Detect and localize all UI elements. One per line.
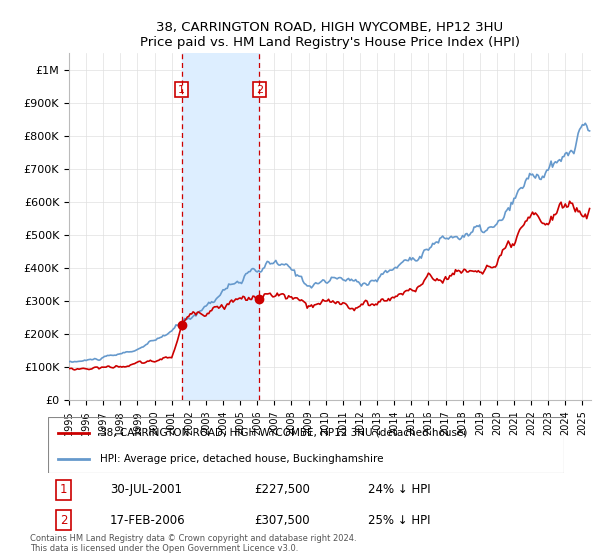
Text: 25% ↓ HPI: 25% ↓ HPI xyxy=(368,514,430,527)
Text: 30-JUL-2001: 30-JUL-2001 xyxy=(110,483,182,496)
Text: 1: 1 xyxy=(178,85,185,95)
Text: 38, CARRINGTON ROAD, HIGH WYCOMBE, HP12 3HU (detached house): 38, CARRINGTON ROAD, HIGH WYCOMBE, HP12 … xyxy=(100,428,467,438)
Text: 1: 1 xyxy=(60,483,67,496)
Text: HPI: Average price, detached house, Buckinghamshire: HPI: Average price, detached house, Buck… xyxy=(100,454,383,464)
Text: 2: 2 xyxy=(256,85,263,95)
Text: 24% ↓ HPI: 24% ↓ HPI xyxy=(368,483,431,496)
Text: Contains HM Land Registry data © Crown copyright and database right 2024.
This d: Contains HM Land Registry data © Crown c… xyxy=(30,534,356,553)
Text: £307,500: £307,500 xyxy=(254,514,310,527)
Bar xyxy=(182,53,259,400)
Text: £227,500: £227,500 xyxy=(254,483,310,496)
Title: 38, CARRINGTON ROAD, HIGH WYCOMBE, HP12 3HU
Price paid vs. HM Land Registry's Ho: 38, CARRINGTON ROAD, HIGH WYCOMBE, HP12 … xyxy=(140,21,520,49)
Text: 2: 2 xyxy=(60,514,67,527)
Text: 17-FEB-2006: 17-FEB-2006 xyxy=(110,514,185,527)
